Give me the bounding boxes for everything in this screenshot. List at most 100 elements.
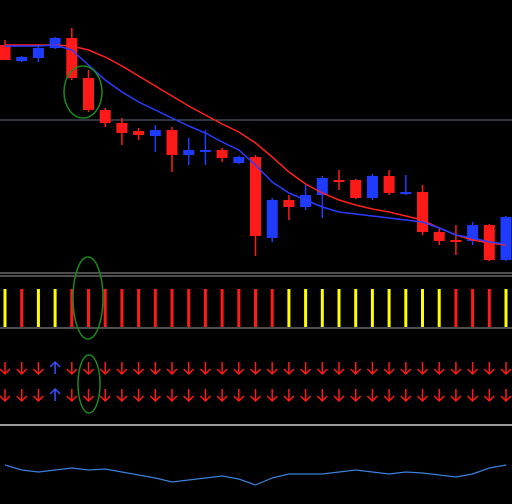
- candle-body: [500, 217, 512, 260]
- signal-arrow: [366, 362, 378, 376]
- candle-body: [283, 200, 295, 207]
- signal-arrow: [199, 389, 211, 403]
- candle-body: [467, 225, 479, 241]
- signal-bar: [120, 289, 124, 327]
- signal-arrow: [82, 362, 95, 376]
- candle-body: [0, 45, 11, 60]
- signal-bar: [387, 289, 391, 327]
- signal-arrow: [82, 389, 95, 403]
- signal-bar: [170, 289, 174, 327]
- highlight-ellipse: [72, 256, 104, 340]
- signal-arrow: [467, 362, 479, 376]
- signal-bar: [137, 289, 141, 327]
- candle-body: [350, 180, 362, 198]
- signal-arrow: [350, 362, 362, 376]
- candle-body: [233, 157, 245, 163]
- signal-arrow: [183, 362, 195, 376]
- marks: [0, 28, 512, 486]
- signal-arrow: [283, 389, 295, 403]
- signal-bar: [370, 289, 374, 327]
- signal-arrow: [450, 362, 462, 376]
- signal-bar: [354, 289, 358, 327]
- signal-arrow: [467, 389, 479, 403]
- signal-bar: [304, 289, 308, 327]
- signal-bar: [404, 289, 408, 327]
- signal-arrow: [416, 362, 429, 376]
- signal-bar: [487, 289, 491, 327]
- signal-arrow: [500, 362, 512, 376]
- candle-body: [149, 130, 161, 136]
- signal-arrow: [66, 362, 78, 376]
- signal-arrow: [133, 389, 145, 403]
- signal-arrow: [433, 389, 445, 403]
- signal-arrow: [16, 389, 28, 403]
- signal-arrow: [249, 389, 262, 403]
- signal-arrow: [316, 362, 328, 376]
- candle-body: [99, 110, 111, 123]
- signal-arrow: [216, 362, 228, 376]
- signal-arrow: [416, 389, 429, 403]
- candle-body: [183, 150, 195, 155]
- signal-arrow: [483, 362, 495, 376]
- signal-bar: [203, 289, 207, 327]
- candle-body: [199, 150, 211, 152]
- highlight-ellipse: [63, 65, 103, 119]
- signal-arrow: [166, 389, 178, 403]
- signal-arrow: [199, 362, 211, 376]
- signal-arrow: [99, 389, 111, 403]
- signal-arrow: [233, 362, 245, 376]
- signal-arrow: [300, 389, 312, 403]
- signal-bar: [187, 289, 191, 327]
- moving-average: [5, 44, 507, 246]
- candle-body: [16, 57, 28, 61]
- signal-arrow: [49, 387, 61, 401]
- signal-arrow: [116, 362, 128, 376]
- signal-bar: [421, 289, 424, 327]
- signal-arrow: [0, 389, 11, 403]
- candle-body: [166, 130, 178, 155]
- signal-arrow: [99, 362, 111, 376]
- signal-bar: [504, 289, 508, 327]
- candle-body: [49, 38, 61, 48]
- signal-arrow: [283, 362, 295, 376]
- candle-body: [383, 176, 395, 193]
- signal-bar: [3, 289, 7, 327]
- signal-arrow: [333, 362, 345, 376]
- signal-bar: [320, 289, 324, 327]
- candle-body: [333, 180, 345, 182]
- signal-bar: [103, 289, 107, 327]
- signal-arrow: [350, 389, 362, 403]
- signal-arrow: [383, 362, 395, 376]
- signal-arrow: [383, 389, 395, 403]
- highlight-ellipse: [77, 354, 101, 414]
- candle-body: [300, 195, 312, 207]
- candle-body: [266, 200, 278, 238]
- candle-body: [417, 192, 428, 232]
- signal-arrow: [133, 362, 145, 376]
- signal-bar: [53, 289, 57, 327]
- signal-arrow: [433, 362, 445, 376]
- signal-arrow: [49, 360, 61, 374]
- signal-arrow: [450, 389, 462, 403]
- candle-body: [116, 123, 128, 133]
- candle-body: [66, 38, 78, 78]
- signal-arrow: [0, 362, 11, 376]
- signal-bar: [153, 289, 157, 327]
- oscillator-line: [4, 464, 507, 486]
- signal-bar: [20, 289, 24, 327]
- signal-bar: [70, 289, 74, 327]
- candle-body: [366, 176, 378, 198]
- signal-bar: [287, 289, 291, 327]
- signal-bar: [36, 289, 40, 327]
- candle-body: [316, 178, 328, 195]
- signal-arrow: [233, 389, 245, 403]
- signal-arrow: [400, 389, 412, 403]
- signal-bar: [437, 289, 441, 327]
- signal-arrow: [32, 389, 44, 403]
- signal-bar: [254, 289, 257, 327]
- signal-arrow: [116, 389, 128, 403]
- signal-arrow: [149, 362, 161, 376]
- candle-body: [400, 192, 412, 194]
- candle-body: [133, 131, 145, 135]
- candle-body: [32, 48, 44, 58]
